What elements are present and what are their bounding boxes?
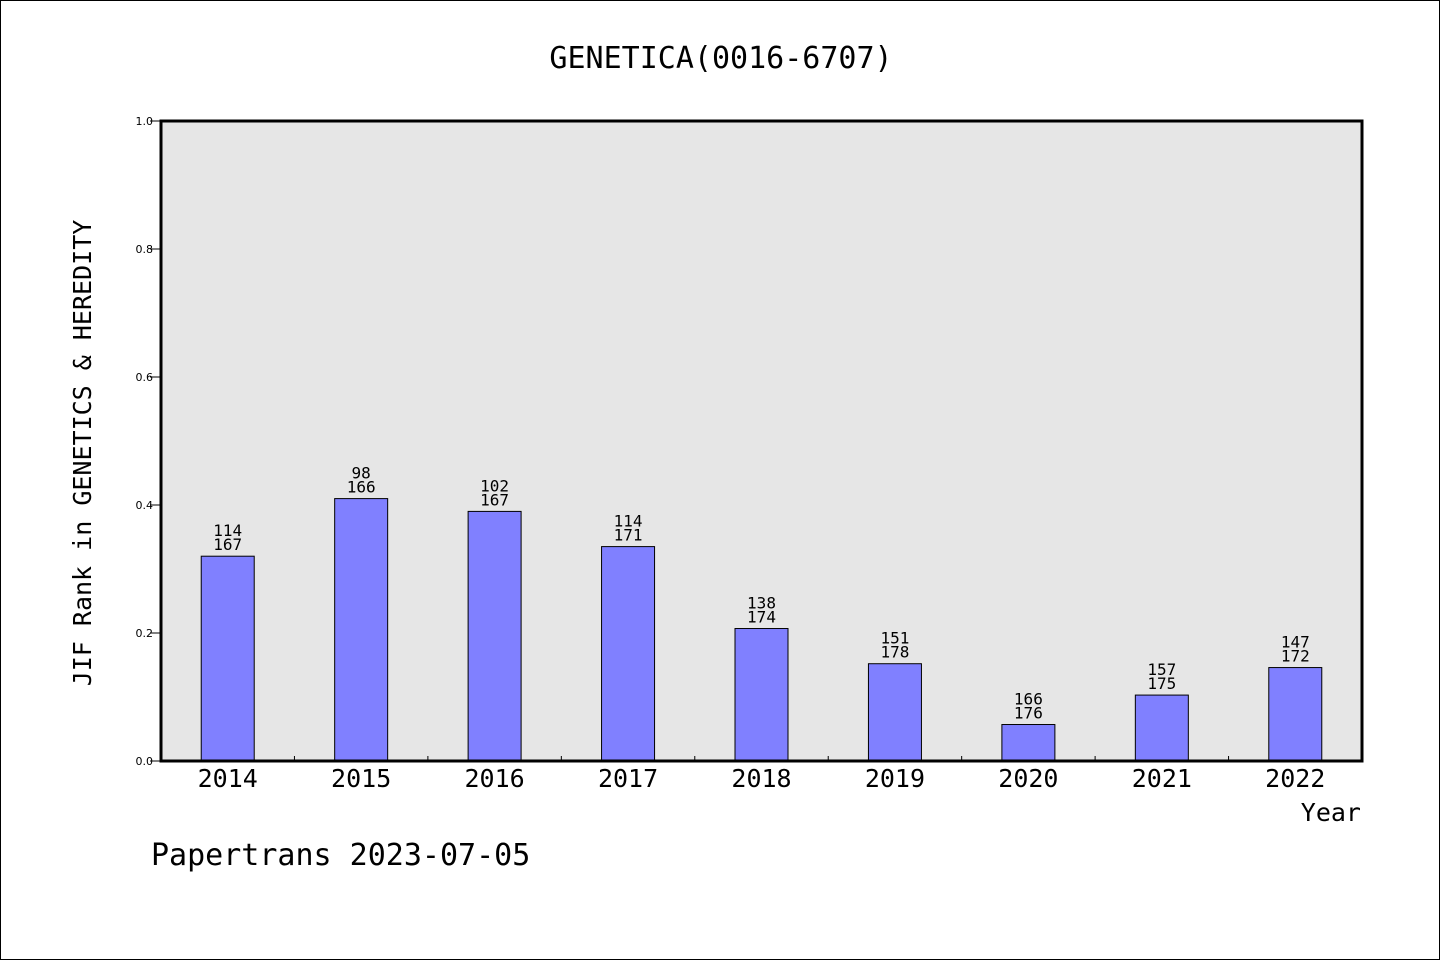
x-tick-label: 2020 (998, 764, 1058, 793)
x-tick-label: 2021 (1132, 764, 1192, 793)
plot-border (159, 119, 1364, 763)
bar-label-rank: 114 (213, 521, 242, 540)
bar-label-total: 167 (213, 535, 242, 554)
x-tick-label: 2019 (865, 764, 925, 793)
bar-label-total: 167 (480, 490, 509, 509)
y-axis-label: JIF Rank in GENETICS & HEREDITY (68, 220, 97, 687)
x-tick-label: 2016 (465, 764, 525, 793)
bar-label-rank: 147 (1281, 633, 1310, 652)
x-tick-label: 2018 (731, 764, 791, 793)
bar-label-rank: 98 (352, 464, 371, 483)
bar-label-rank: 114 (614, 512, 643, 531)
y-tick-label: 0.0 (136, 755, 154, 768)
bar (734, 628, 789, 762)
chart-title: GENETICA(0016-6707) (549, 41, 892, 76)
bar-label-total: 166 (347, 478, 376, 497)
bar (1268, 667, 1323, 762)
bar (1134, 694, 1189, 762)
y-axis: 0.0 0.2 0.4 0.6 0.8 1.0 (136, 115, 161, 768)
bar (867, 663, 922, 762)
bar-label-rank: 138 (747, 594, 776, 613)
y-tick-label: 0.4 (136, 499, 154, 512)
x-tick-label: 2014 (198, 764, 258, 793)
x-axis-label: Year (1301, 798, 1361, 827)
x-tick-label: 2022 (1265, 764, 1325, 793)
y-tick-label: 0.8 (136, 243, 154, 256)
bar-label-rank: 157 (1147, 660, 1176, 679)
bar-label-rank: 166 (1014, 690, 1043, 709)
bar-label-total: 171 (614, 526, 643, 545)
bar-label-total: 175 (1147, 674, 1176, 693)
bar-label-total: 176 (1014, 704, 1043, 723)
bar-label-rank: 102 (480, 476, 509, 495)
bar-label-total: 174 (747, 608, 776, 627)
bar-label-rank: 151 (880, 629, 909, 648)
bar (334, 498, 389, 762)
bar (467, 510, 522, 762)
y-tick-label: 0.2 (136, 627, 154, 640)
bar-label-total: 178 (880, 643, 909, 662)
x-tick-label: 2015 (331, 764, 391, 793)
bar (1001, 724, 1056, 762)
y-tick-label: 0.6 (136, 371, 154, 384)
y-tick-label: 1.0 (136, 115, 154, 128)
footer-credit: Papertrans 2023-07-05 (151, 838, 530, 873)
bar-label-total: 172 (1281, 647, 1310, 666)
x-tick-label: 2017 (598, 764, 658, 793)
x-axis: 2014 2015 2016 2017 2018 2019 2020 2021 2022 (198, 756, 1325, 793)
bar (200, 555, 255, 762)
bar (601, 546, 656, 762)
